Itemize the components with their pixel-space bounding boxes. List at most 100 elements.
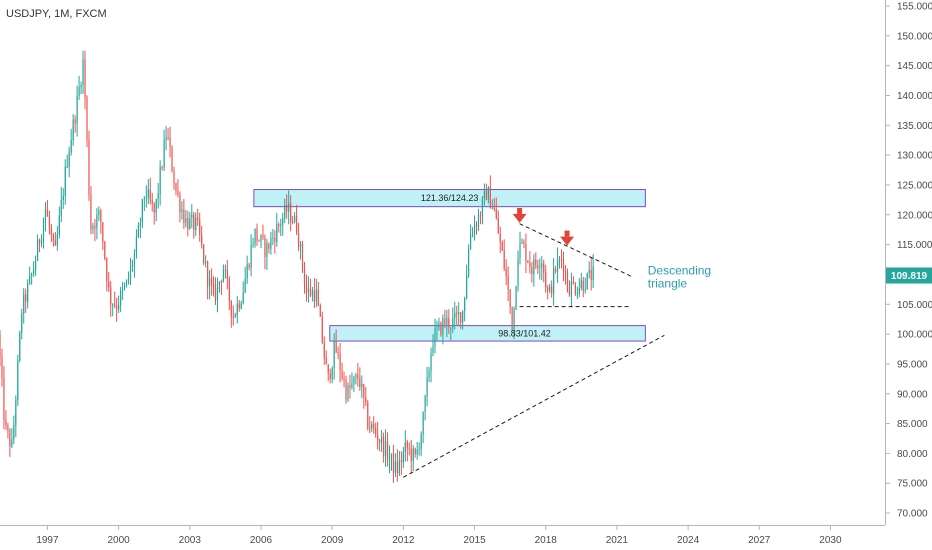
candle-286[interactable] xyxy=(564,265,567,285)
candle-194[interactable] xyxy=(382,432,385,463)
candle-30[interactable] xyxy=(58,206,60,239)
candle-155[interactable] xyxy=(305,274,308,302)
candle-300[interactable] xyxy=(592,254,594,289)
candle-4[interactable] xyxy=(7,422,9,439)
candle-84[interactable] xyxy=(165,126,167,151)
candle-91[interactable] xyxy=(179,191,181,223)
candle-52[interactable] xyxy=(102,222,104,251)
candle-209[interactable] xyxy=(412,445,414,472)
candle-31[interactable] xyxy=(60,186,62,223)
candle-152[interactable] xyxy=(299,240,302,260)
candle-232[interactable] xyxy=(458,302,460,326)
candle-278[interactable] xyxy=(549,283,551,294)
candle-136[interactable] xyxy=(268,242,270,254)
candle-40[interactable] xyxy=(78,75,80,100)
candle-295[interactable] xyxy=(582,276,584,298)
candle-138[interactable] xyxy=(272,229,274,246)
candle-120[interactable] xyxy=(236,296,238,324)
candle-200[interactable] xyxy=(394,453,397,478)
candle-129[interactable] xyxy=(254,228,256,248)
candle-247[interactable] xyxy=(487,185,489,204)
candle-255[interactable] xyxy=(503,239,505,272)
candle-245[interactable] xyxy=(483,183,486,206)
candle-65[interactable] xyxy=(127,271,130,285)
candle-44[interactable] xyxy=(86,95,88,148)
candle-131[interactable] xyxy=(258,239,260,242)
candle-41[interactable] xyxy=(80,81,82,95)
candle-165[interactable] xyxy=(325,350,327,365)
candle-240[interactable] xyxy=(473,215,476,241)
candle-135[interactable] xyxy=(266,238,268,270)
candle-127[interactable] xyxy=(250,234,252,277)
candle-228[interactable] xyxy=(450,327,452,341)
candle-285[interactable] xyxy=(562,251,565,282)
candle-102[interactable] xyxy=(201,225,203,249)
candle-78[interactable] xyxy=(153,202,155,225)
candle-8[interactable] xyxy=(15,395,17,438)
candle-1[interactable] xyxy=(1,348,3,387)
candle-184[interactable] xyxy=(363,383,365,409)
candle-185[interactable] xyxy=(365,387,367,407)
candle-196[interactable] xyxy=(386,432,389,467)
candle-76[interactable] xyxy=(149,177,151,205)
candle-5[interactable] xyxy=(9,428,11,457)
candle-12[interactable] xyxy=(23,288,25,324)
candle-59[interactable] xyxy=(116,297,118,322)
candle-292[interactable] xyxy=(576,286,578,300)
candle-50[interactable] xyxy=(98,206,100,222)
candle-117[interactable] xyxy=(230,300,232,328)
candle-6[interactable] xyxy=(11,428,13,449)
candle-82[interactable] xyxy=(161,165,163,171)
candle-141[interactable] xyxy=(278,222,280,233)
candle-208[interactable] xyxy=(410,439,412,473)
candle-168[interactable] xyxy=(331,366,333,384)
candle-83[interactable] xyxy=(163,129,165,172)
candle-32[interactable] xyxy=(62,188,64,209)
candle-237[interactable] xyxy=(467,244,470,278)
candle-298[interactable] xyxy=(588,261,590,279)
candle-241[interactable] xyxy=(475,221,478,235)
candle-107[interactable] xyxy=(210,268,213,296)
candle-17[interactable] xyxy=(32,261,35,278)
support-zone[interactable] xyxy=(329,325,646,342)
candle-217[interactable] xyxy=(428,366,430,383)
candle-49[interactable] xyxy=(96,208,98,240)
candle-296[interactable] xyxy=(584,277,586,294)
candle-53[interactable] xyxy=(104,240,106,261)
candle-281[interactable] xyxy=(554,265,557,274)
candle-98[interactable] xyxy=(193,211,195,239)
candle-122[interactable] xyxy=(240,300,242,310)
candle-143[interactable] xyxy=(282,212,284,236)
candle-270[interactable] xyxy=(533,254,535,287)
candle-144[interactable] xyxy=(284,198,286,224)
candle-15[interactable] xyxy=(29,266,31,285)
candle-148[interactable] xyxy=(292,215,294,225)
candle-118[interactable] xyxy=(232,305,234,326)
candle-251[interactable] xyxy=(495,197,497,220)
candle-214[interactable] xyxy=(422,411,424,444)
candle-125[interactable] xyxy=(246,255,248,285)
candle-140[interactable] xyxy=(276,212,278,247)
candle-179[interactable] xyxy=(353,375,355,393)
candle-149[interactable] xyxy=(293,212,296,224)
candle-85[interactable] xyxy=(167,128,169,141)
rising-trendline[interactable] xyxy=(403,334,665,478)
candle-261[interactable] xyxy=(515,285,517,311)
candle-26[interactable] xyxy=(50,223,53,242)
candle-10[interactable] xyxy=(19,330,21,363)
candle-9[interactable] xyxy=(17,354,19,406)
candle-202[interactable] xyxy=(398,450,401,476)
candle-54[interactable] xyxy=(106,257,108,292)
candle-182[interactable] xyxy=(359,367,361,391)
candle-106[interactable] xyxy=(208,270,211,300)
candle-175[interactable] xyxy=(345,375,347,404)
candle-197[interactable] xyxy=(388,445,391,474)
candle-215[interactable] xyxy=(424,394,426,421)
candle-36[interactable] xyxy=(70,128,72,156)
candle-64[interactable] xyxy=(125,279,128,288)
candle-151[interactable] xyxy=(297,222,300,251)
candle-126[interactable] xyxy=(248,262,250,271)
candle-104[interactable] xyxy=(205,255,207,268)
candle-57[interactable] xyxy=(112,303,114,317)
candle-291[interactable] xyxy=(574,281,576,297)
